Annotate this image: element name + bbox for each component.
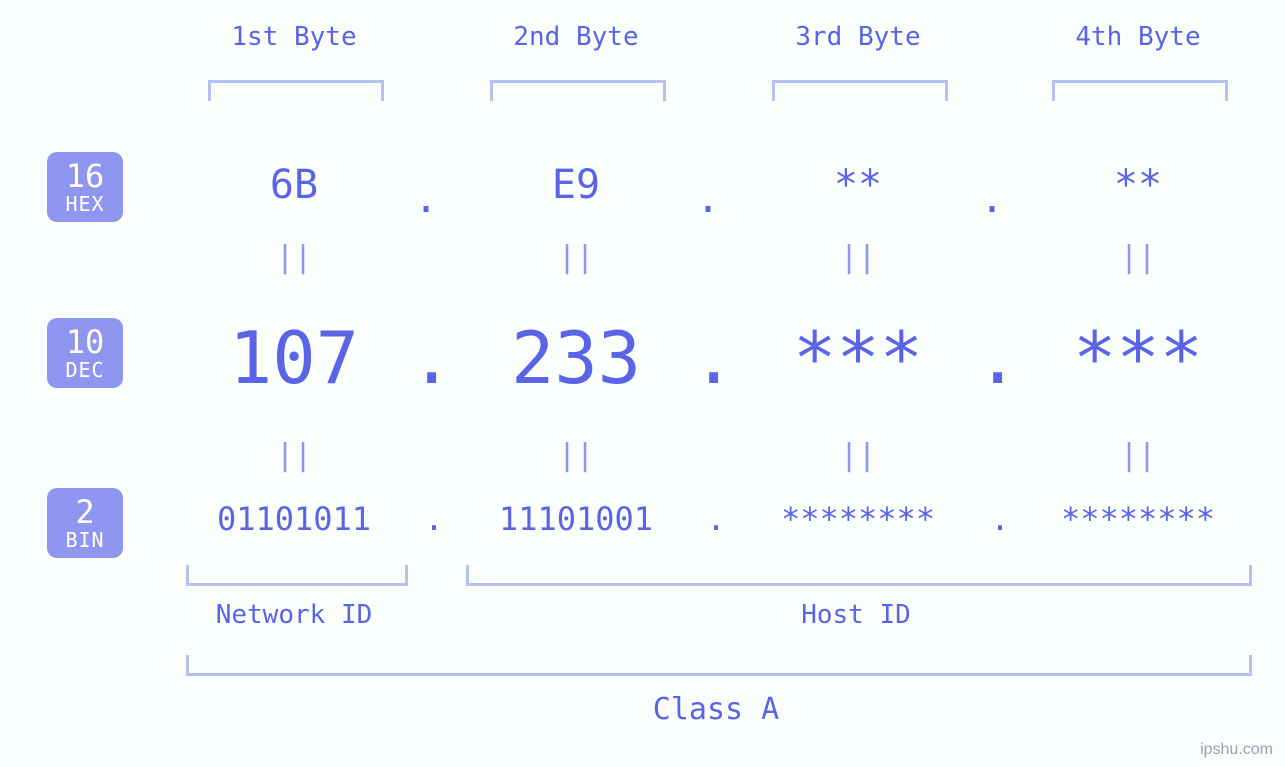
bracket-byte-3 <box>772 80 948 101</box>
badge-bin-label: BIN <box>47 529 123 551</box>
hex-dot-1: . <box>414 176 434 222</box>
badge-hex: 16 HEX <box>47 152 123 222</box>
equiv-1-1: || <box>194 240 394 275</box>
equiv-2-4: || <box>1038 438 1238 473</box>
bin-dot-2: . <box>706 500 726 538</box>
byte-header-1: 1st Byte <box>194 22 394 52</box>
bracket-network <box>186 565 408 586</box>
bin-dot-1: . <box>424 500 444 538</box>
equiv-1-3: || <box>758 240 958 275</box>
bin-byte-2: 11101001 <box>456 500 696 538</box>
badge-bin-num: 2 <box>47 495 123 530</box>
watermark: ipshu.com <box>1200 741 1273 759</box>
label-network: Network ID <box>186 600 402 630</box>
bracket-class <box>186 655 1252 676</box>
byte-header-2: 2nd Byte <box>476 22 676 52</box>
equiv-1-4: || <box>1038 240 1238 275</box>
dec-byte-2: 233 <box>466 316 686 400</box>
hex-dot-2: . <box>696 176 716 222</box>
badge-bin: 2 BIN <box>47 488 123 558</box>
dec-byte-3: *** <box>748 316 968 400</box>
hex-byte-3: ** <box>758 162 958 208</box>
bin-byte-3: ******** <box>738 500 978 538</box>
equiv-2-3: || <box>758 438 958 473</box>
equiv-1-2: || <box>476 240 676 275</box>
badge-dec-num: 10 <box>47 325 123 360</box>
hex-byte-4: ** <box>1038 162 1238 208</box>
equiv-2-1: || <box>194 438 394 473</box>
bracket-byte-4 <box>1052 80 1228 101</box>
dec-dot-2: . <box>692 316 722 400</box>
badge-hex-num: 16 <box>47 159 123 194</box>
byte-header-3: 3rd Byte <box>758 22 958 52</box>
label-host: Host ID <box>466 600 1246 630</box>
bin-dot-3: . <box>990 500 1010 538</box>
dec-byte-4: *** <box>1028 316 1248 400</box>
dec-dot-1: . <box>410 316 440 400</box>
hex-byte-2: E9 <box>476 162 676 208</box>
bin-byte-4: ******** <box>1018 500 1258 538</box>
badge-dec: 10 DEC <box>47 318 123 388</box>
hex-byte-1: 6B <box>194 162 394 208</box>
byte-header-4: 4th Byte <box>1038 22 1238 52</box>
badge-dec-label: DEC <box>47 359 123 381</box>
equiv-2-2: || <box>476 438 676 473</box>
hex-dot-3: . <box>980 176 1000 222</box>
bin-byte-1: 01101011 <box>174 500 414 538</box>
dec-byte-1: 107 <box>184 316 404 400</box>
label-class: Class A <box>186 692 1246 727</box>
badge-hex-label: HEX <box>47 193 123 215</box>
bracket-byte-2 <box>490 80 666 101</box>
bracket-host <box>466 565 1252 586</box>
bracket-byte-1 <box>208 80 384 101</box>
dec-dot-3: . <box>976 316 1006 400</box>
